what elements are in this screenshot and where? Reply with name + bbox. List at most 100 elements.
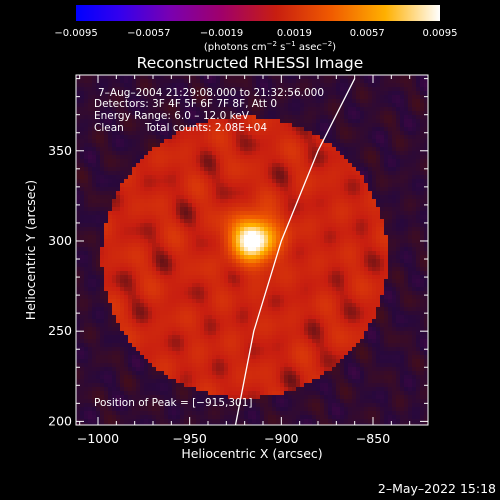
heatmap-cell bbox=[424, 215, 428, 220]
heatmap-cell bbox=[256, 187, 261, 192]
heatmap-cell bbox=[116, 271, 121, 276]
heatmap-cell bbox=[124, 75, 129, 80]
heatmap-cell bbox=[352, 175, 357, 180]
heatmap-cell bbox=[208, 75, 213, 80]
heatmap-cell bbox=[324, 199, 329, 204]
heatmap-cell bbox=[408, 199, 413, 204]
heatmap-cell bbox=[304, 219, 309, 224]
heatmap-cell bbox=[196, 239, 201, 244]
heatmap-cell bbox=[416, 179, 421, 184]
heatmap-cell bbox=[356, 275, 361, 280]
heatmap-cell bbox=[280, 143, 285, 148]
heatmap-cell bbox=[184, 167, 189, 172]
heatmap-cell bbox=[100, 79, 105, 84]
heatmap-cell bbox=[108, 151, 113, 156]
heatmap-cell bbox=[232, 91, 237, 96]
heatmap-cell bbox=[392, 163, 397, 168]
heatmap-cell bbox=[368, 215, 373, 220]
heatmap-cell bbox=[308, 175, 313, 180]
heatmap-cell bbox=[228, 79, 233, 84]
heatmap-cell bbox=[296, 255, 301, 260]
heatmap-cell bbox=[148, 219, 153, 224]
heatmap-cell bbox=[332, 215, 337, 220]
heatmap-cell bbox=[376, 171, 381, 176]
heatmap-cell bbox=[120, 191, 125, 196]
heatmap-cell bbox=[244, 223, 249, 228]
heatmap-cell bbox=[116, 231, 121, 236]
heatmap-cell bbox=[232, 179, 237, 184]
heatmap-cell bbox=[192, 295, 197, 300]
heatmap-cell bbox=[112, 159, 117, 164]
heatmap-cell bbox=[232, 287, 237, 292]
heatmap-cell bbox=[112, 99, 117, 104]
heatmap-cell bbox=[212, 175, 217, 180]
heatmap-cell bbox=[180, 207, 185, 212]
heatmap-cell bbox=[396, 99, 401, 104]
heatmap-cell bbox=[244, 199, 249, 204]
heatmap-cell bbox=[332, 115, 337, 120]
heatmap-cell bbox=[180, 83, 185, 88]
heatmap-cell bbox=[344, 171, 349, 176]
heatmap-cell bbox=[352, 179, 357, 184]
heatmap-cell bbox=[420, 115, 425, 120]
heatmap-cell bbox=[192, 143, 197, 148]
heatmap-cell bbox=[360, 295, 365, 300]
heatmap-cell bbox=[356, 243, 361, 248]
heatmap-cell bbox=[156, 159, 161, 164]
heatmap-cell bbox=[132, 251, 137, 256]
heatmap-cell bbox=[128, 155, 133, 160]
heatmap-cell bbox=[128, 163, 133, 168]
heatmap-cell bbox=[76, 299, 81, 304]
heatmap-cell bbox=[320, 227, 325, 232]
heatmap-cell bbox=[392, 251, 397, 256]
heatmap-cell bbox=[280, 75, 285, 80]
heatmap-cell bbox=[168, 291, 173, 296]
heatmap-cell bbox=[304, 151, 309, 156]
heatmap-cell bbox=[148, 271, 153, 276]
heatmap-cell bbox=[300, 99, 305, 104]
heatmap-cell bbox=[388, 99, 393, 104]
heatmap-cell bbox=[356, 255, 361, 260]
heatmap-cell bbox=[388, 175, 393, 180]
heatmap-cell bbox=[372, 143, 377, 148]
heatmap-cell bbox=[112, 199, 117, 204]
heatmap-cell bbox=[116, 191, 121, 196]
heatmap-cell bbox=[368, 135, 373, 140]
heatmap-cell bbox=[248, 95, 253, 100]
heatmap-cell bbox=[92, 127, 97, 132]
heatmap-cell bbox=[260, 239, 265, 244]
heatmap-cell bbox=[360, 235, 365, 240]
heatmap-cell bbox=[304, 119, 309, 124]
heatmap-cell bbox=[328, 83, 333, 88]
heatmap-cell bbox=[400, 207, 405, 212]
heatmap-cell bbox=[408, 187, 413, 192]
heatmap-cell bbox=[240, 139, 245, 144]
heatmap-cell bbox=[292, 79, 297, 84]
heatmap-cell bbox=[276, 255, 281, 260]
heatmap-cell bbox=[88, 207, 93, 212]
heatmap-cell bbox=[308, 75, 313, 80]
heatmap-cell bbox=[240, 159, 245, 164]
heatmap-cell bbox=[400, 219, 405, 224]
heatmap-cell bbox=[252, 183, 257, 188]
heatmap-cell bbox=[96, 207, 101, 212]
heatmap-cell bbox=[104, 131, 109, 136]
heatmap-cell bbox=[348, 267, 353, 272]
heatmap-cell bbox=[132, 99, 137, 104]
heatmap-cell bbox=[124, 231, 129, 236]
heatmap-cell bbox=[340, 155, 345, 160]
heatmap-cell bbox=[136, 203, 141, 208]
heatmap-cell bbox=[404, 203, 409, 208]
heatmap-cell bbox=[136, 75, 141, 80]
heatmap-cell bbox=[184, 155, 189, 160]
heatmap-cell bbox=[356, 279, 361, 284]
heatmap-cell bbox=[200, 195, 205, 200]
heatmap-cell bbox=[252, 211, 257, 216]
heatmap-cell bbox=[388, 231, 393, 236]
heatmap-cell bbox=[144, 263, 149, 268]
heatmap-cell bbox=[372, 295, 377, 300]
heatmap-cell bbox=[328, 159, 333, 164]
heatmap-cell bbox=[260, 255, 265, 260]
heatmap-cell bbox=[240, 219, 245, 224]
heatmap-cell bbox=[260, 199, 265, 204]
